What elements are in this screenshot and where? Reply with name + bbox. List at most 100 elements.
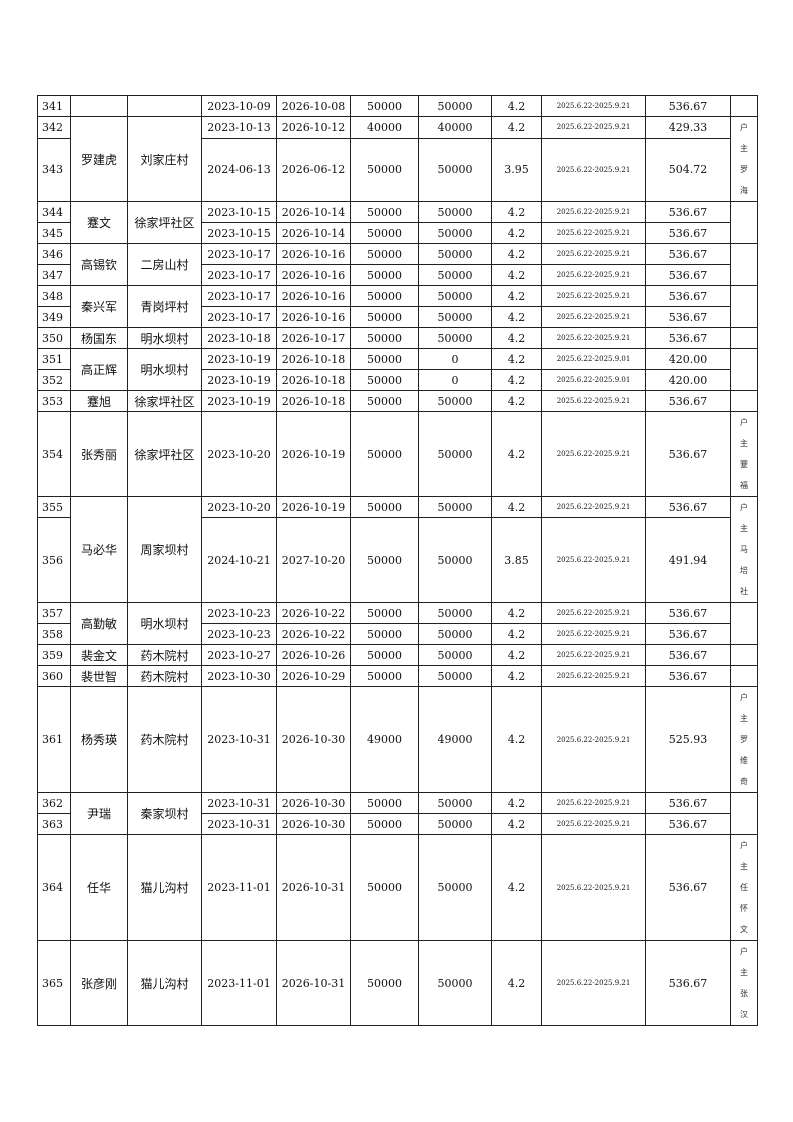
village: 二房山村 bbox=[127, 243, 202, 286]
row-number: 344 bbox=[37, 201, 71, 223]
interest-amount: 504.72 bbox=[645, 137, 731, 203]
interest-period: 2025.6.22-2025.9.21 bbox=[541, 813, 646, 835]
end-date: 2026-10-30 bbox=[276, 813, 351, 835]
interest-amount: 536.67 bbox=[645, 623, 731, 645]
village: 药木院村 bbox=[127, 686, 202, 793]
row-number: 359 bbox=[37, 644, 71, 666]
remark: 户 主 任 怀 文 bbox=[730, 834, 758, 941]
remark: 户 主 张 汉 bbox=[730, 940, 758, 1026]
remark-text: 户 主 蹇 福 bbox=[740, 418, 748, 490]
table-row: 342 罗建虎 刘家庄村 2023-10-13 2026-10-12 40000 40000… bbox=[37, 116, 758, 202]
table-row: 350 杨国东 明水坝村 2023-10-18 2026-10-17 50000 50000… bbox=[37, 327, 758, 349]
interest-period: 2025.6.22-2025.9.21 bbox=[541, 792, 646, 814]
loan-amount: 50000 bbox=[350, 95, 419, 117]
remark-text: 户 主 任 怀 文 bbox=[740, 841, 748, 934]
end-date: 2026-10-16 bbox=[276, 306, 351, 328]
remark: 户 主 蹇 福 bbox=[730, 411, 758, 497]
interest-amount: 536.67 bbox=[645, 495, 731, 519]
start-date: 2023-10-20 bbox=[201, 411, 277, 497]
table-row: 362 尹瑞 秦家坝村 2023-10-31 2026-10-30 50000 50000 4… bbox=[37, 792, 758, 835]
end-date: 2026-10-29 bbox=[276, 665, 351, 687]
start-date: 2024-06-13 bbox=[201, 137, 277, 203]
interest-period: 2025.6.22-2025.9.21 bbox=[541, 116, 646, 139]
borrower-name: 尹瑞 bbox=[70, 792, 128, 835]
start-date: 2023-10-09 bbox=[201, 95, 277, 117]
loan-balance: 0 bbox=[418, 369, 492, 391]
interest-rate: 4.2 bbox=[491, 327, 542, 349]
loan-balance: 0 bbox=[418, 348, 492, 370]
interest-period: 2025.6.22-2025.9.21 bbox=[541, 495, 646, 519]
start-date: 2023-10-15 bbox=[201, 222, 277, 244]
loan-balance: 49000 bbox=[418, 686, 492, 793]
start-date: 2023-10-17 bbox=[201, 264, 277, 286]
remark bbox=[730, 602, 758, 645]
interest-amount: 536.67 bbox=[645, 243, 731, 265]
end-date: 2026-10-26 bbox=[276, 644, 351, 666]
loan-balance: 50000 bbox=[418, 495, 492, 519]
interest-period: 2025.6.22-2025.9.21 bbox=[541, 285, 646, 307]
start-date: 2024-10-21 bbox=[201, 517, 277, 603]
remark bbox=[730, 665, 758, 687]
loan-amount: 50000 bbox=[350, 813, 419, 835]
borrower-name: 裴世智 bbox=[70, 665, 128, 687]
row-number: 358 bbox=[37, 623, 71, 645]
loan-balance: 50000 bbox=[418, 285, 492, 307]
start-date: 2023-10-13 bbox=[201, 116, 277, 139]
row-number: 365 bbox=[37, 940, 71, 1026]
loan-balance: 50000 bbox=[418, 327, 492, 349]
start-date: 2023-10-23 bbox=[201, 623, 277, 645]
end-date: 2026-10-30 bbox=[276, 792, 351, 814]
end-date: 2026-10-22 bbox=[276, 623, 351, 645]
interest-amount: 429.33 bbox=[645, 116, 731, 139]
borrower-name bbox=[70, 95, 128, 117]
start-date: 2023-10-30 bbox=[201, 665, 277, 687]
interest-rate: 4.2 bbox=[491, 369, 542, 391]
interest-rate: 4.2 bbox=[491, 411, 542, 497]
table-row: 356 2024-10-21 2027-10-20 50000 50000 3.85 202… bbox=[37, 517, 758, 603]
end-date: 2026-10-22 bbox=[276, 602, 351, 624]
interest-amount: 536.67 bbox=[645, 940, 731, 1026]
table-row: 351 高正辉 明水坝村 2023-10-19 2026-10-18 50000 0 4.2 2… bbox=[37, 348, 758, 391]
loan-balance: 50000 bbox=[418, 813, 492, 835]
interest-rate: 4.2 bbox=[491, 602, 542, 624]
interest-period: 2025.6.22-2025.9.01 bbox=[541, 369, 646, 391]
end-date: 2027-10-20 bbox=[276, 517, 351, 603]
interest-amount: 420.00 bbox=[645, 369, 731, 391]
table-row: 365 张彦刚 猫儿沟村 2023-11-01 2026-10-31 50000 50000… bbox=[37, 940, 758, 1026]
interest-amount: 536.67 bbox=[645, 602, 731, 624]
interest-period: 2025.6.22-2025.9.21 bbox=[541, 834, 646, 941]
loan-amount: 50000 bbox=[350, 644, 419, 666]
interest-rate: 4.2 bbox=[491, 306, 542, 328]
interest-amount: 536.67 bbox=[645, 665, 731, 687]
end-date: 2026-10-31 bbox=[276, 940, 351, 1026]
loan-balance: 50000 bbox=[418, 644, 492, 666]
interest-rate: 3.95 bbox=[491, 137, 542, 203]
village: 徐家坪社区 bbox=[127, 411, 202, 497]
end-date: 2026-10-16 bbox=[276, 243, 351, 265]
loan-balance: 50000 bbox=[418, 264, 492, 286]
interest-amount: 536.67 bbox=[645, 95, 731, 117]
row-number: 343 bbox=[37, 137, 71, 203]
row-number: 348 bbox=[37, 285, 71, 307]
borrower-name: 秦兴军 bbox=[70, 285, 128, 328]
interest-rate: 4.2 bbox=[491, 686, 542, 793]
table-row: 346 高锡钦 二房山村 2023-10-17 2026-10-16 50000 50000… bbox=[37, 243, 758, 286]
village: 徐家坪社区 bbox=[127, 201, 202, 244]
loan-amount: 40000 bbox=[350, 116, 419, 139]
interest-period: 2025.6.22-2025.9.21 bbox=[541, 686, 646, 793]
loan-amount: 50000 bbox=[350, 665, 419, 687]
table-row: 359 裴金文 药木院村 2023-10-27 2026-10-26 50000 50000… bbox=[37, 644, 758, 666]
end-date: 2026-10-31 bbox=[276, 834, 351, 941]
remark bbox=[730, 644, 758, 666]
loan-amount: 50000 bbox=[350, 495, 419, 519]
table-row: 343 2024-06-13 2026-06-12 50000 50000 3.95 202… bbox=[37, 137, 758, 203]
table-row: 355 马必华 周家坝村 2023-10-20 2026-10-19 50000 50000… bbox=[37, 495, 758, 603]
end-date: 2026-06-12 bbox=[276, 137, 351, 203]
village: 秦家坝村 bbox=[127, 792, 202, 835]
start-date: 2023-10-19 bbox=[201, 348, 277, 370]
row-number: 345 bbox=[37, 222, 71, 244]
loan-balance: 50000 bbox=[418, 95, 492, 117]
table-row: 364 任华 猫儿沟村 2023-11-01 2026-10-31 50000 50000 4… bbox=[37, 834, 758, 941]
interest-amount: 536.67 bbox=[645, 327, 731, 349]
remark bbox=[730, 348, 758, 391]
